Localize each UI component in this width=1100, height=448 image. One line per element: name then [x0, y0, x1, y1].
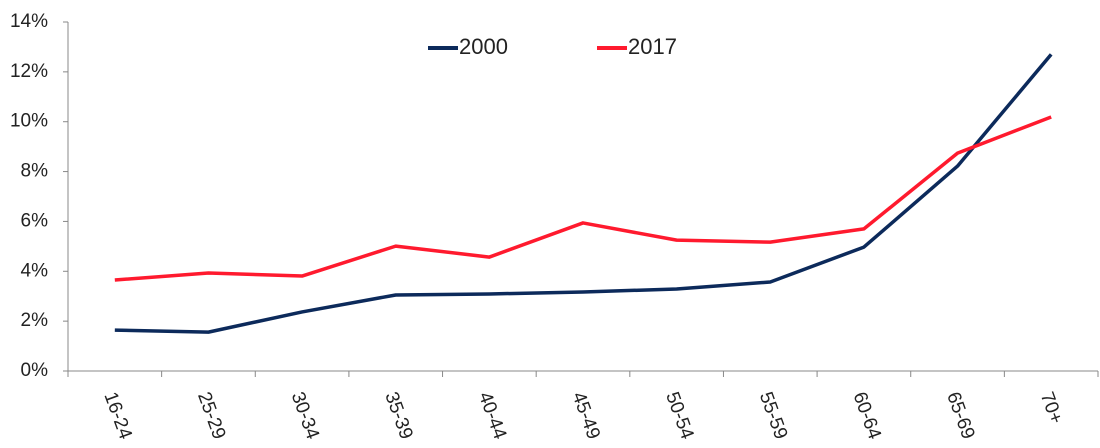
legend-label: 2000: [459, 34, 508, 59]
x-tick-label: 30-34: [287, 389, 324, 442]
series-line: [114, 53, 1053, 334]
x-tick-label: 50-54: [661, 389, 698, 442]
y-tick-label: 4%: [21, 260, 49, 281]
x-tick-label: 60-64: [848, 389, 885, 442]
x-tick-label: 70+: [1036, 389, 1067, 426]
y-tick-label: 14%: [10, 11, 48, 32]
legend-label: 2017: [628, 34, 677, 59]
x-tick-label: 45-49: [568, 389, 604, 442]
x-tick-label: 40-44: [474, 389, 511, 442]
y-tick-label: 2%: [21, 310, 49, 331]
y-tick-label: 8%: [21, 161, 49, 182]
x-tick-label: 65-69: [942, 389, 978, 442]
y-tick-label: 10%: [10, 111, 48, 132]
series-line: [114, 115, 1052, 282]
x-tick-label: 25-29: [193, 389, 229, 442]
x-tick-label: 16-24: [99, 389, 136, 442]
y-tick-label: 0%: [21, 360, 49, 381]
x-tick-label: 35-39: [380, 389, 416, 442]
x-tick-label: 55-59: [755, 389, 791, 442]
y-tick-label: 12%: [10, 61, 48, 82]
y-tick-label: 6%: [21, 210, 49, 231]
